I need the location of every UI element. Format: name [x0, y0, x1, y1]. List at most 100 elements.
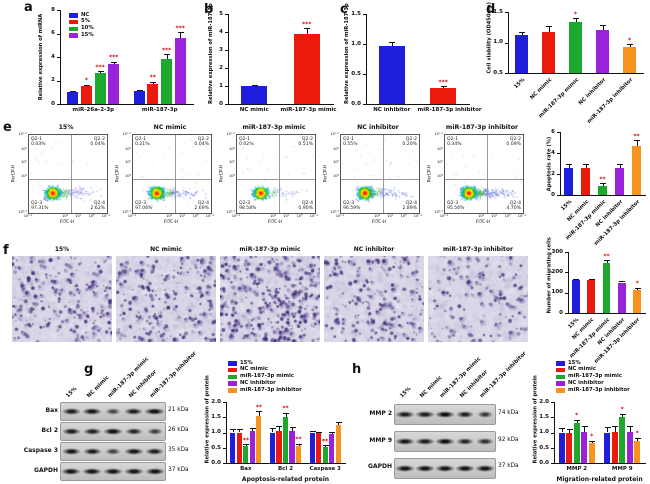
error-bar — [180, 32, 182, 39]
error-bar-cap — [589, 440, 596, 442]
y-tick — [225, 14, 228, 15]
y-tick-label: 2.0 — [211, 398, 221, 405]
error-bar-cap — [304, 28, 311, 30]
error-bar-cap — [276, 426, 283, 428]
error-bar-cap — [83, 84, 90, 86]
blot-band — [105, 408, 121, 415]
significance-marker: * — [590, 433, 594, 441]
blot-band — [82, 408, 103, 415]
flow-y-tick-label: 10⁷·¹ — [18, 132, 27, 136]
y-tick — [57, 10, 60, 11]
significance-marker: * — [627, 36, 632, 44]
legend-label: NC inhibitor — [240, 379, 276, 386]
error-bar-cap — [111, 61, 118, 63]
significance-marker: ** — [633, 132, 640, 140]
error-bar — [166, 54, 168, 60]
flow-plot-area: Q2-1 0.21% Q2-2 0.04% Q2-3 97.06% Q2-4 2.69… — [132, 134, 212, 214]
bar — [581, 167, 590, 195]
y-tick-label: 100 — [551, 289, 563, 296]
blot-kda-label: 21 kDa — [168, 406, 189, 413]
error-bar-cap — [322, 445, 329, 447]
chart-cell-viability: 0.5 1.0 1.5 Cell viability (OD450nm) 15% NC m… — [484, 2, 646, 125]
bar — [276, 430, 282, 463]
error-bar-cap — [559, 427, 566, 429]
flow-y-axis-label: PerCP-H — [115, 164, 120, 182]
error-bar — [100, 71, 102, 74]
flow-plot: 15% Q2-1 0.03% Q2-2 0.04% Q2-3 97.31% Q2-4 2… — [11, 124, 114, 238]
blot-band — [394, 464, 416, 472]
x-category-label: Bcl 2 — [277, 466, 294, 472]
flow-x-tick-label: 10⁵ — [387, 214, 394, 218]
bar — [316, 433, 322, 463]
error-bar-cap — [627, 425, 634, 427]
western-blot-apoptosis: 15% NC mimic miR-187-3p mimic NC inhibitor m… — [14, 351, 200, 484]
y-tick — [551, 432, 554, 434]
error-bar-cap — [256, 411, 263, 413]
legend-swatch — [556, 361, 565, 366]
bar — [595, 30, 610, 73]
quadrant-divider-horizontal — [133, 179, 211, 181]
quadrant-label-q2-2: Q2-2 0.04% — [90, 136, 105, 147]
significance-marker: ** — [255, 403, 262, 411]
error-bar-cap — [236, 428, 243, 430]
chart-inhibitor-expression: 0.0 0.5 1.0 1.5 Relative expression of miR-1… — [342, 3, 482, 116]
flow-y-tick-label: 10⁵ — [436, 160, 443, 165]
blot-band — [123, 448, 144, 455]
error-bar-cap — [150, 81, 157, 83]
error-bar — [622, 413, 624, 418]
y-tick-label: 0.0 — [211, 459, 221, 466]
error-bar — [602, 183, 604, 186]
flow-x-tick-label: 10⁷·¹ — [517, 214, 527, 218]
y-axis-label: Relative expression of protein — [532, 374, 538, 463]
y-tick-label: 4 — [219, 28, 223, 35]
y-tick — [223, 417, 226, 419]
error-bar-cap — [574, 419, 581, 421]
flow-plot-title: miR-187-3p inhibitor — [445, 124, 519, 131]
y-tick — [565, 252, 568, 253]
flow-x-tick-label: 10⁵ — [75, 214, 82, 218]
error-bar — [606, 260, 608, 264]
flow-plot: NC inhibitor Q2-1 0.55% Q2-2 0.20% Q2-3 96.… — [323, 124, 426, 238]
legend-swatch — [228, 361, 237, 366]
x-category-label: MMP 2 — [566, 466, 588, 472]
legend-swatch — [228, 381, 237, 386]
y-tick-label: 6 — [551, 128, 555, 135]
error-bar-cap — [546, 26, 552, 28]
quadrant-label-q2-2: Q2-2 0.09% — [506, 136, 521, 147]
flow-scatter-canvas — [29, 135, 107, 213]
blot-band — [124, 408, 144, 415]
flow-y-tick-label: 10⁶ — [124, 146, 131, 151]
legend-label: 15% — [240, 359, 253, 366]
x-category-label: miR-187-3p mimic — [280, 107, 337, 113]
significance-marker: ** — [603, 252, 610, 260]
error-bar — [298, 443, 300, 447]
flow-x-tick-label: 10⁴ — [62, 214, 69, 218]
x-axis-label: Apoptosis-related protein — [241, 475, 330, 483]
blot-band — [124, 428, 143, 435]
x-category-label: miR-187-3p — [141, 107, 178, 113]
x-axis — [226, 463, 346, 464]
error-bar-cap — [335, 421, 342, 423]
flow-plot-area: Q2-1 0.03% Q2-2 0.04% Q2-3 97.31% Q2-4 2.62… — [28, 134, 108, 214]
y-tick-label: 4 — [51, 53, 55, 60]
error-bar-cap — [389, 41, 396, 43]
bar — [269, 432, 276, 463]
migration-micrograph — [324, 256, 424, 342]
y-axis — [226, 402, 227, 463]
x-category-label: miR-187-3p inhibitor — [585, 77, 634, 125]
flow-x-tick-label: 10⁷·¹ — [413, 214, 423, 218]
flow-plot: miR-187-3p inhibitor Q2-1 0.34% Q2-2 0.09%… — [427, 124, 530, 238]
error-bar-cap — [588, 278, 595, 280]
blot-kda-label: 26 kDa — [168, 426, 189, 433]
bar — [633, 289, 642, 313]
panel-label-h: h — [352, 362, 362, 377]
migration-image-title: 15% — [54, 246, 70, 253]
quadrant-label-q2-3: Q2-3 97.31% — [31, 201, 49, 212]
y-tick-label: 0.5 — [539, 444, 549, 451]
quadrant-label-q2-4: Q2-4 4.70% — [506, 201, 521, 212]
blot-band — [82, 448, 102, 455]
blot-strip — [60, 462, 166, 481]
migration-image-title: NC mimic — [150, 246, 182, 253]
flow-plot-area: Q2-1 0.55% Q2-2 0.20% Q2-3 96.59% Q2-4 2.89… — [340, 134, 420, 214]
blot-kda-label: 37 kDa — [168, 466, 189, 473]
